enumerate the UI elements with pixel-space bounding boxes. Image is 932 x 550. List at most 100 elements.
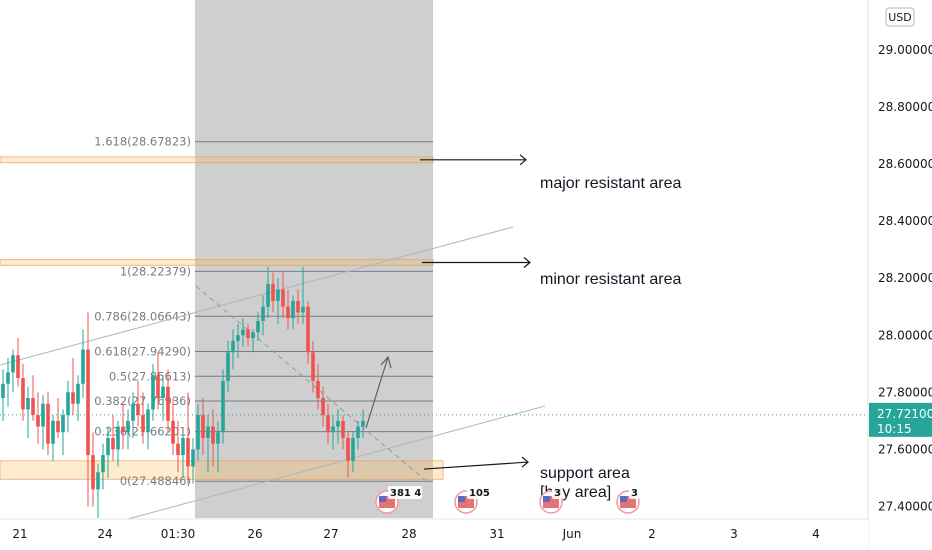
candle[interactable] <box>131 392 135 438</box>
currency-button[interactable] <box>885 7 915 27</box>
candle[interactable] <box>336 409 340 444</box>
candle[interactable] <box>56 398 60 438</box>
candle[interactable] <box>146 403 150 450</box>
candle[interactable] <box>346 432 350 478</box>
candle[interactable] <box>326 403 330 444</box>
candle[interactable] <box>231 329 235 370</box>
candle[interactable] <box>311 340 315 393</box>
candle[interactable] <box>46 392 50 456</box>
candle[interactable] <box>16 338 20 387</box>
candle-body <box>146 409 150 433</box>
candle[interactable] <box>116 420 120 467</box>
time-axis-panel <box>0 519 868 550</box>
candle[interactable] <box>71 358 75 416</box>
candle[interactable] <box>126 409 130 450</box>
candle[interactable] <box>66 380 70 433</box>
candle[interactable] <box>271 272 275 313</box>
candle-body <box>106 437 110 456</box>
candle[interactable] <box>21 363 25 421</box>
candle[interactable] <box>216 420 220 473</box>
candle[interactable] <box>41 395 45 450</box>
candle[interactable] <box>291 295 295 330</box>
candle[interactable] <box>111 415 115 461</box>
candle[interactable] <box>86 312 90 507</box>
candle[interactable] <box>51 415 55 461</box>
candle[interactable] <box>181 432 185 478</box>
candle[interactable] <box>6 358 10 407</box>
candle-body <box>311 352 315 381</box>
candle[interactable] <box>206 415 210 473</box>
candle[interactable] <box>81 329 85 399</box>
candle[interactable] <box>36 392 40 444</box>
candle[interactable] <box>321 386 325 427</box>
candle[interactable] <box>31 375 35 421</box>
candle[interactable] <box>101 443 105 490</box>
candle[interactable] <box>136 380 140 427</box>
candle[interactable] <box>236 323 240 359</box>
candle[interactable] <box>151 363 155 421</box>
candle[interactable] <box>11 349 15 393</box>
projection-arrow[interactable] <box>365 356 389 429</box>
candle[interactable] <box>106 426 110 478</box>
time-tick-label: 28 <box>401 527 416 541</box>
candle[interactable] <box>221 369 225 444</box>
candle[interactable] <box>306 301 310 364</box>
candle[interactable] <box>121 403 125 450</box>
candle[interactable] <box>166 369 170 433</box>
candle[interactable] <box>331 415 335 450</box>
candle[interactable] <box>316 363 320 410</box>
candle[interactable] <box>341 415 345 450</box>
fib-label-1: 1(28.22379) <box>120 264 191 278</box>
candle[interactable] <box>26 386 30 438</box>
candle[interactable] <box>256 312 260 341</box>
time-tick-label: 31 <box>489 527 504 541</box>
candle[interactable] <box>156 352 160 410</box>
candle[interactable] <box>171 398 175 456</box>
candle[interactable] <box>91 432 95 507</box>
event-badge[interactable]: 3 <box>616 486 640 514</box>
candle[interactable] <box>361 409 365 438</box>
zone-minor-resistant-area[interactable] <box>0 259 434 266</box>
candle[interactable] <box>76 375 80 421</box>
candle[interactable] <box>261 295 265 336</box>
candle-body <box>256 320 260 333</box>
candle-body <box>196 415 200 450</box>
candle[interactable] <box>226 340 230 393</box>
candle[interactable] <box>276 278 280 324</box>
channel-lower-line[interactable] <box>127 405 546 520</box>
candle[interactable] <box>161 375 165 421</box>
candle[interactable] <box>191 437 195 484</box>
candle[interactable] <box>201 398 205 456</box>
candle[interactable] <box>186 392 190 484</box>
candle[interactable] <box>61 409 65 456</box>
candle[interactable] <box>176 420 180 473</box>
candle[interactable] <box>96 463 100 518</box>
candle[interactable] <box>356 420 360 450</box>
zone-support-area[interactable] <box>0 460 444 480</box>
candle[interactable] <box>211 409 215 467</box>
event-badge[interactable]: 105 <box>454 486 490 514</box>
candle[interactable] <box>301 266 305 324</box>
candle[interactable] <box>266 266 270 319</box>
candle[interactable] <box>281 272 285 319</box>
candle[interactable] <box>296 289 300 324</box>
candle[interactable] <box>286 289 290 330</box>
candle[interactable] <box>251 329 255 353</box>
event-badge[interactable]: 381 4 <box>375 486 422 514</box>
candle[interactable] <box>241 318 245 347</box>
candle[interactable] <box>1 369 5 421</box>
zone-major-resistant-area[interactable] <box>0 156 434 164</box>
channel-upper-line[interactable] <box>0 226 514 366</box>
candle[interactable] <box>351 432 355 473</box>
candle-body <box>61 415 65 433</box>
candle-body <box>341 420 345 438</box>
candle-body <box>286 306 290 319</box>
event-badge[interactable]: 3 <box>539 486 563 514</box>
candle-body <box>161 386 165 399</box>
current-price-tag[interactable] <box>869 402 932 437</box>
candle[interactable] <box>141 392 145 444</box>
candle[interactable] <box>196 403 200 461</box>
candle[interactable] <box>246 323 250 347</box>
badge-count: 105 <box>469 488 490 499</box>
